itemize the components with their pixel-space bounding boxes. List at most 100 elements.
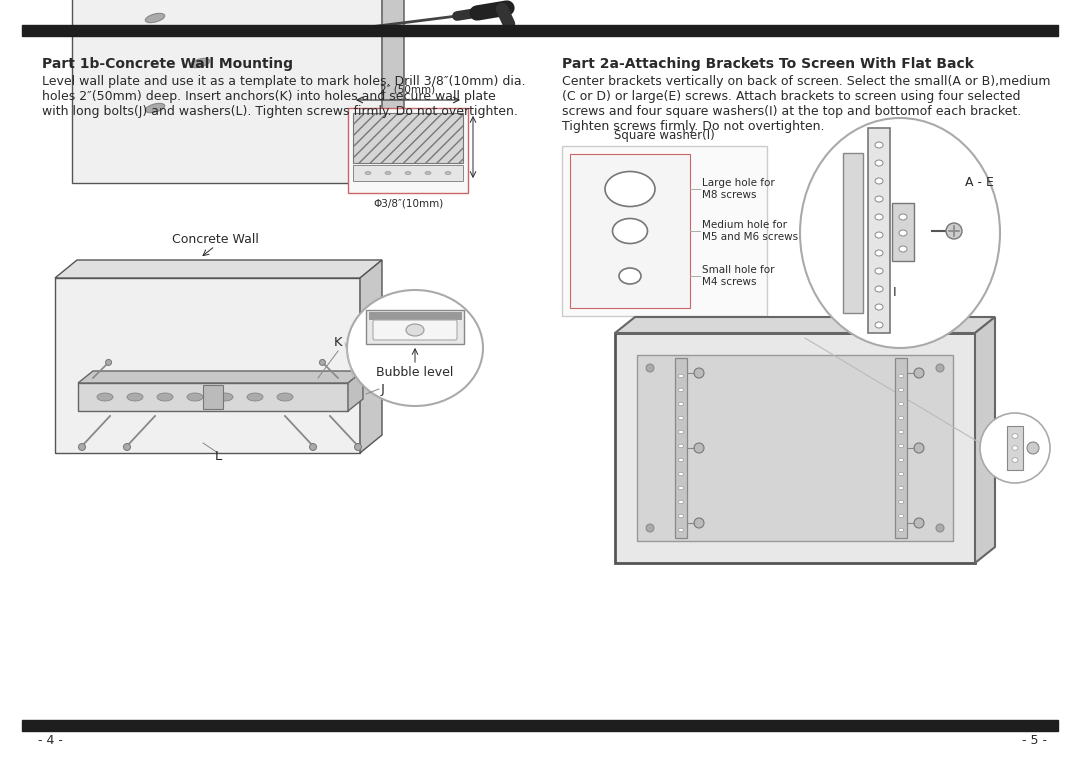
Polygon shape [382, 0, 404, 183]
Circle shape [646, 364, 654, 372]
Ellipse shape [875, 142, 883, 148]
Ellipse shape [365, 172, 372, 175]
Text: Level wall plate and use it as a template to mark holes. Drill 3/8″(10mm) dia.: Level wall plate and use it as a templat… [42, 75, 526, 88]
Ellipse shape [146, 103, 165, 113]
Text: I: I [893, 286, 896, 300]
FancyBboxPatch shape [373, 320, 457, 340]
Ellipse shape [899, 528, 904, 532]
Ellipse shape [875, 178, 883, 184]
Text: Part 2a-Attaching Brackets To Screen With Flat Back: Part 2a-Attaching Brackets To Screen Wit… [562, 57, 974, 71]
Circle shape [106, 359, 111, 365]
Circle shape [936, 364, 944, 372]
Circle shape [946, 223, 962, 239]
Bar [22, 720, 1058, 731]
Ellipse shape [384, 172, 391, 175]
Bar [369, 312, 461, 319]
Ellipse shape [899, 472, 904, 476]
Ellipse shape [347, 290, 483, 406]
Circle shape [914, 368, 924, 378]
Ellipse shape [875, 196, 883, 202]
Ellipse shape [678, 472, 684, 476]
Ellipse shape [800, 118, 1000, 348]
Ellipse shape [406, 324, 424, 336]
Text: J: J [381, 382, 384, 395]
Ellipse shape [899, 486, 904, 490]
Bar [55, 278, 360, 453]
Ellipse shape [875, 232, 883, 238]
Ellipse shape [899, 374, 904, 378]
Polygon shape [348, 371, 363, 411]
Ellipse shape [678, 417, 684, 420]
Ellipse shape [276, 393, 293, 401]
Bar [353, 113, 463, 163]
Bar [675, 358, 687, 538]
Ellipse shape [899, 430, 904, 433]
Circle shape [1027, 442, 1039, 454]
Circle shape [694, 518, 704, 528]
Ellipse shape [405, 172, 411, 175]
Bar [868, 128, 890, 333]
Ellipse shape [217, 393, 233, 401]
Circle shape [354, 443, 362, 450]
Bar [1007, 426, 1023, 470]
Ellipse shape [899, 444, 904, 448]
Circle shape [694, 368, 704, 378]
Text: K: K [334, 336, 342, 349]
Circle shape [79, 443, 85, 450]
Ellipse shape [875, 322, 883, 328]
Ellipse shape [875, 286, 883, 292]
Ellipse shape [678, 374, 684, 378]
Polygon shape [55, 260, 382, 278]
Ellipse shape [678, 444, 684, 448]
Ellipse shape [899, 514, 904, 518]
Text: (C or D) or large(E) screws. Attach brackets to screen using four selected: (C or D) or large(E) screws. Attach brac… [562, 90, 1021, 103]
Ellipse shape [875, 250, 883, 256]
Bar [895, 358, 907, 538]
Circle shape [646, 524, 654, 532]
Polygon shape [975, 317, 995, 563]
Ellipse shape [899, 214, 907, 220]
Ellipse shape [678, 459, 684, 462]
Text: Tighten screws firmly. Do not overtighten.: Tighten screws firmly. Do not overtighte… [562, 120, 824, 133]
Bar [203, 385, 222, 409]
Text: - 5 -: - 5 - [1023, 735, 1048, 748]
Circle shape [310, 443, 316, 450]
Text: L: L [214, 449, 221, 462]
Ellipse shape [1012, 433, 1018, 438]
Text: Center brackets vertically on back of screen. Select the small(A or B),medium: Center brackets vertically on back of sc… [562, 75, 1051, 88]
Ellipse shape [247, 393, 264, 401]
Ellipse shape [146, 13, 165, 23]
Ellipse shape [426, 172, 431, 175]
Text: M4 screws: M4 screws [702, 277, 756, 287]
Text: Small hole for: Small hole for [702, 265, 774, 275]
Bar [562, 146, 767, 316]
Polygon shape [360, 260, 382, 453]
Bar [72, 0, 382, 183]
Ellipse shape [899, 501, 904, 504]
Text: screws and four square washers(I) at the top and bottomof each bracket.: screws and four square washers(I) at the… [562, 105, 1022, 118]
Ellipse shape [875, 214, 883, 220]
Ellipse shape [899, 402, 904, 406]
Circle shape [914, 518, 924, 528]
Text: Part 1b-Concrete Wall Mounting: Part 1b-Concrete Wall Mounting [42, 57, 293, 71]
Ellipse shape [97, 393, 113, 401]
Ellipse shape [899, 417, 904, 420]
Circle shape [694, 443, 704, 453]
Circle shape [320, 359, 325, 365]
Ellipse shape [899, 230, 907, 236]
Circle shape [936, 524, 944, 532]
Ellipse shape [445, 172, 451, 175]
Ellipse shape [678, 514, 684, 518]
Ellipse shape [678, 528, 684, 532]
Ellipse shape [678, 402, 684, 406]
Bar [570, 154, 690, 308]
Ellipse shape [678, 430, 684, 433]
Text: M5 and M6 screws: M5 and M6 screws [702, 232, 798, 242]
Bar [22, 25, 1058, 36]
Ellipse shape [619, 268, 642, 284]
Bar [892, 203, 914, 261]
Circle shape [980, 413, 1050, 483]
Text: M8 screws: M8 screws [702, 190, 756, 200]
Circle shape [914, 443, 924, 453]
Text: Square washer(I): Square washer(I) [615, 129, 715, 142]
